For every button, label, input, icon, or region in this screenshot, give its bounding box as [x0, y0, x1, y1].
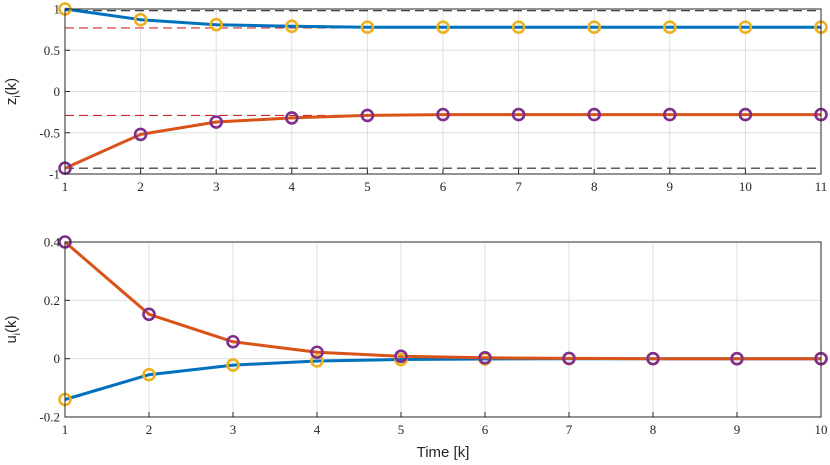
- top-x-tick-label: 10: [739, 179, 752, 194]
- top-series-1-point: [587, 20, 602, 34]
- top-x-tick-label: 11: [815, 179, 828, 194]
- top-x-tick-label: 2: [137, 179, 144, 194]
- bottom-x-tick-label: 6: [482, 422, 489, 437]
- top-series-1-point: [133, 12, 148, 27]
- bottom-y-tick-label: 0: [54, 351, 61, 366]
- top-series-2-point: [511, 107, 526, 122]
- bottom-series-1-point: [310, 354, 324, 368]
- bottom-series-2-point: [310, 345, 324, 360]
- bottom-x-tick-label: 5: [398, 422, 405, 437]
- top-y-tick-label: 0.5: [44, 43, 60, 58]
- bottom-series-2-line: [64, 240, 821, 361]
- top-x-tick-label: 3: [213, 179, 220, 194]
- top-series-1-point: [360, 20, 375, 34]
- top-series-2-point: [436, 107, 450, 122]
- bottom-series-2-point: [562, 351, 576, 366]
- bottom-plot-frame: [64, 241, 822, 418]
- top-y-axis-label: zi(k): [3, 78, 23, 105]
- bottom-x-tick-label: 2: [146, 422, 153, 437]
- bottom-series-2-point: [394, 349, 408, 364]
- top-series-2-line: [64, 113, 821, 170]
- top-series-2-point: [209, 115, 223, 129]
- top-series-1-point: [209, 17, 223, 32]
- bottom-y-label-main: u: [3, 335, 20, 343]
- top-series-1-point: [436, 20, 450, 34]
- top-series-1-line: [64, 7, 821, 29]
- bottom-series-2-point: [478, 350, 492, 365]
- top-x-tick-label: 8: [591, 179, 598, 194]
- top-series-1-point: [511, 20, 526, 34]
- bottom-x-tick-label: 8: [650, 422, 657, 437]
- bottom-y-tick-label: -0.2: [39, 410, 60, 425]
- top-y-label-main: z: [3, 98, 20, 106]
- top-series-1-point: [662, 20, 677, 34]
- top-x-tick-label: 9: [667, 179, 674, 194]
- bottom-series-1-point: [142, 367, 156, 382]
- top-y-label-sub: i: [12, 95, 23, 97]
- bottom-series-2-point: [730, 351, 744, 366]
- top-y-tick-label: -0.5: [39, 125, 60, 140]
- bottom-x-tick-label: 7: [566, 422, 573, 437]
- top-series-1-point: [284, 19, 299, 34]
- bottom-series-2-point: [226, 334, 240, 349]
- bottom-y-tick-label: 0.4: [44, 235, 61, 250]
- bottom-series-2-point: [142, 307, 156, 322]
- top-series-2-point: [738, 107, 753, 122]
- top-series-2-point: [284, 111, 299, 125]
- top-x-tick-label: 7: [515, 179, 522, 194]
- bottom-y-axis-label: ui(k): [3, 315, 23, 343]
- bottom-x-tick-label: 4: [314, 422, 321, 437]
- bottom-plot-u: 1 2 3 4 5 6 7 8 9 10 -0.2 0 0.2 0.4 ui(k) Time [k]: [3, 235, 828, 461]
- bottom-x-tick-label: 10: [815, 422, 828, 437]
- top-series-2-point: [587, 107, 602, 122]
- bottom-y-label-arg: (k): [3, 315, 20, 333]
- top-x-tick-label: 4: [289, 179, 296, 194]
- top-x-tick-label: 6: [440, 179, 447, 194]
- top-y-tick-label: 0: [54, 84, 61, 99]
- top-series-2-point: [360, 108, 375, 123]
- top-series-2-point: [133, 127, 148, 142]
- bottom-y-tick-label: 0.2: [44, 293, 60, 308]
- top-y-label-arg: (k): [3, 78, 20, 96]
- bottom-x-tick-label: 3: [230, 422, 237, 437]
- bottom-y-label-sub: i: [12, 333, 23, 335]
- bottom-x-tick-label: 9: [734, 422, 741, 437]
- top-series-2-point: [662, 107, 677, 122]
- bottom-series-2-point: [646, 351, 660, 366]
- top-y-tick-label: -1: [49, 167, 60, 182]
- bottom-x-tick-label: 1: [62, 422, 69, 437]
- top-y-tick-label: 1: [54, 2, 61, 17]
- bottom-series-1-point: [226, 358, 240, 372]
- top-x-tick-label: 5: [364, 179, 371, 194]
- top-plot-z: 1 2 3 4 5 6 7 8 9 10 11 -1 -0.5 0 0.5 1 zi(k): [3, 2, 828, 194]
- top-series-1-point: [738, 20, 753, 34]
- top-x-tick-label: 1: [62, 179, 69, 194]
- bottom-x-axis-label: Time [k]: [417, 444, 470, 461]
